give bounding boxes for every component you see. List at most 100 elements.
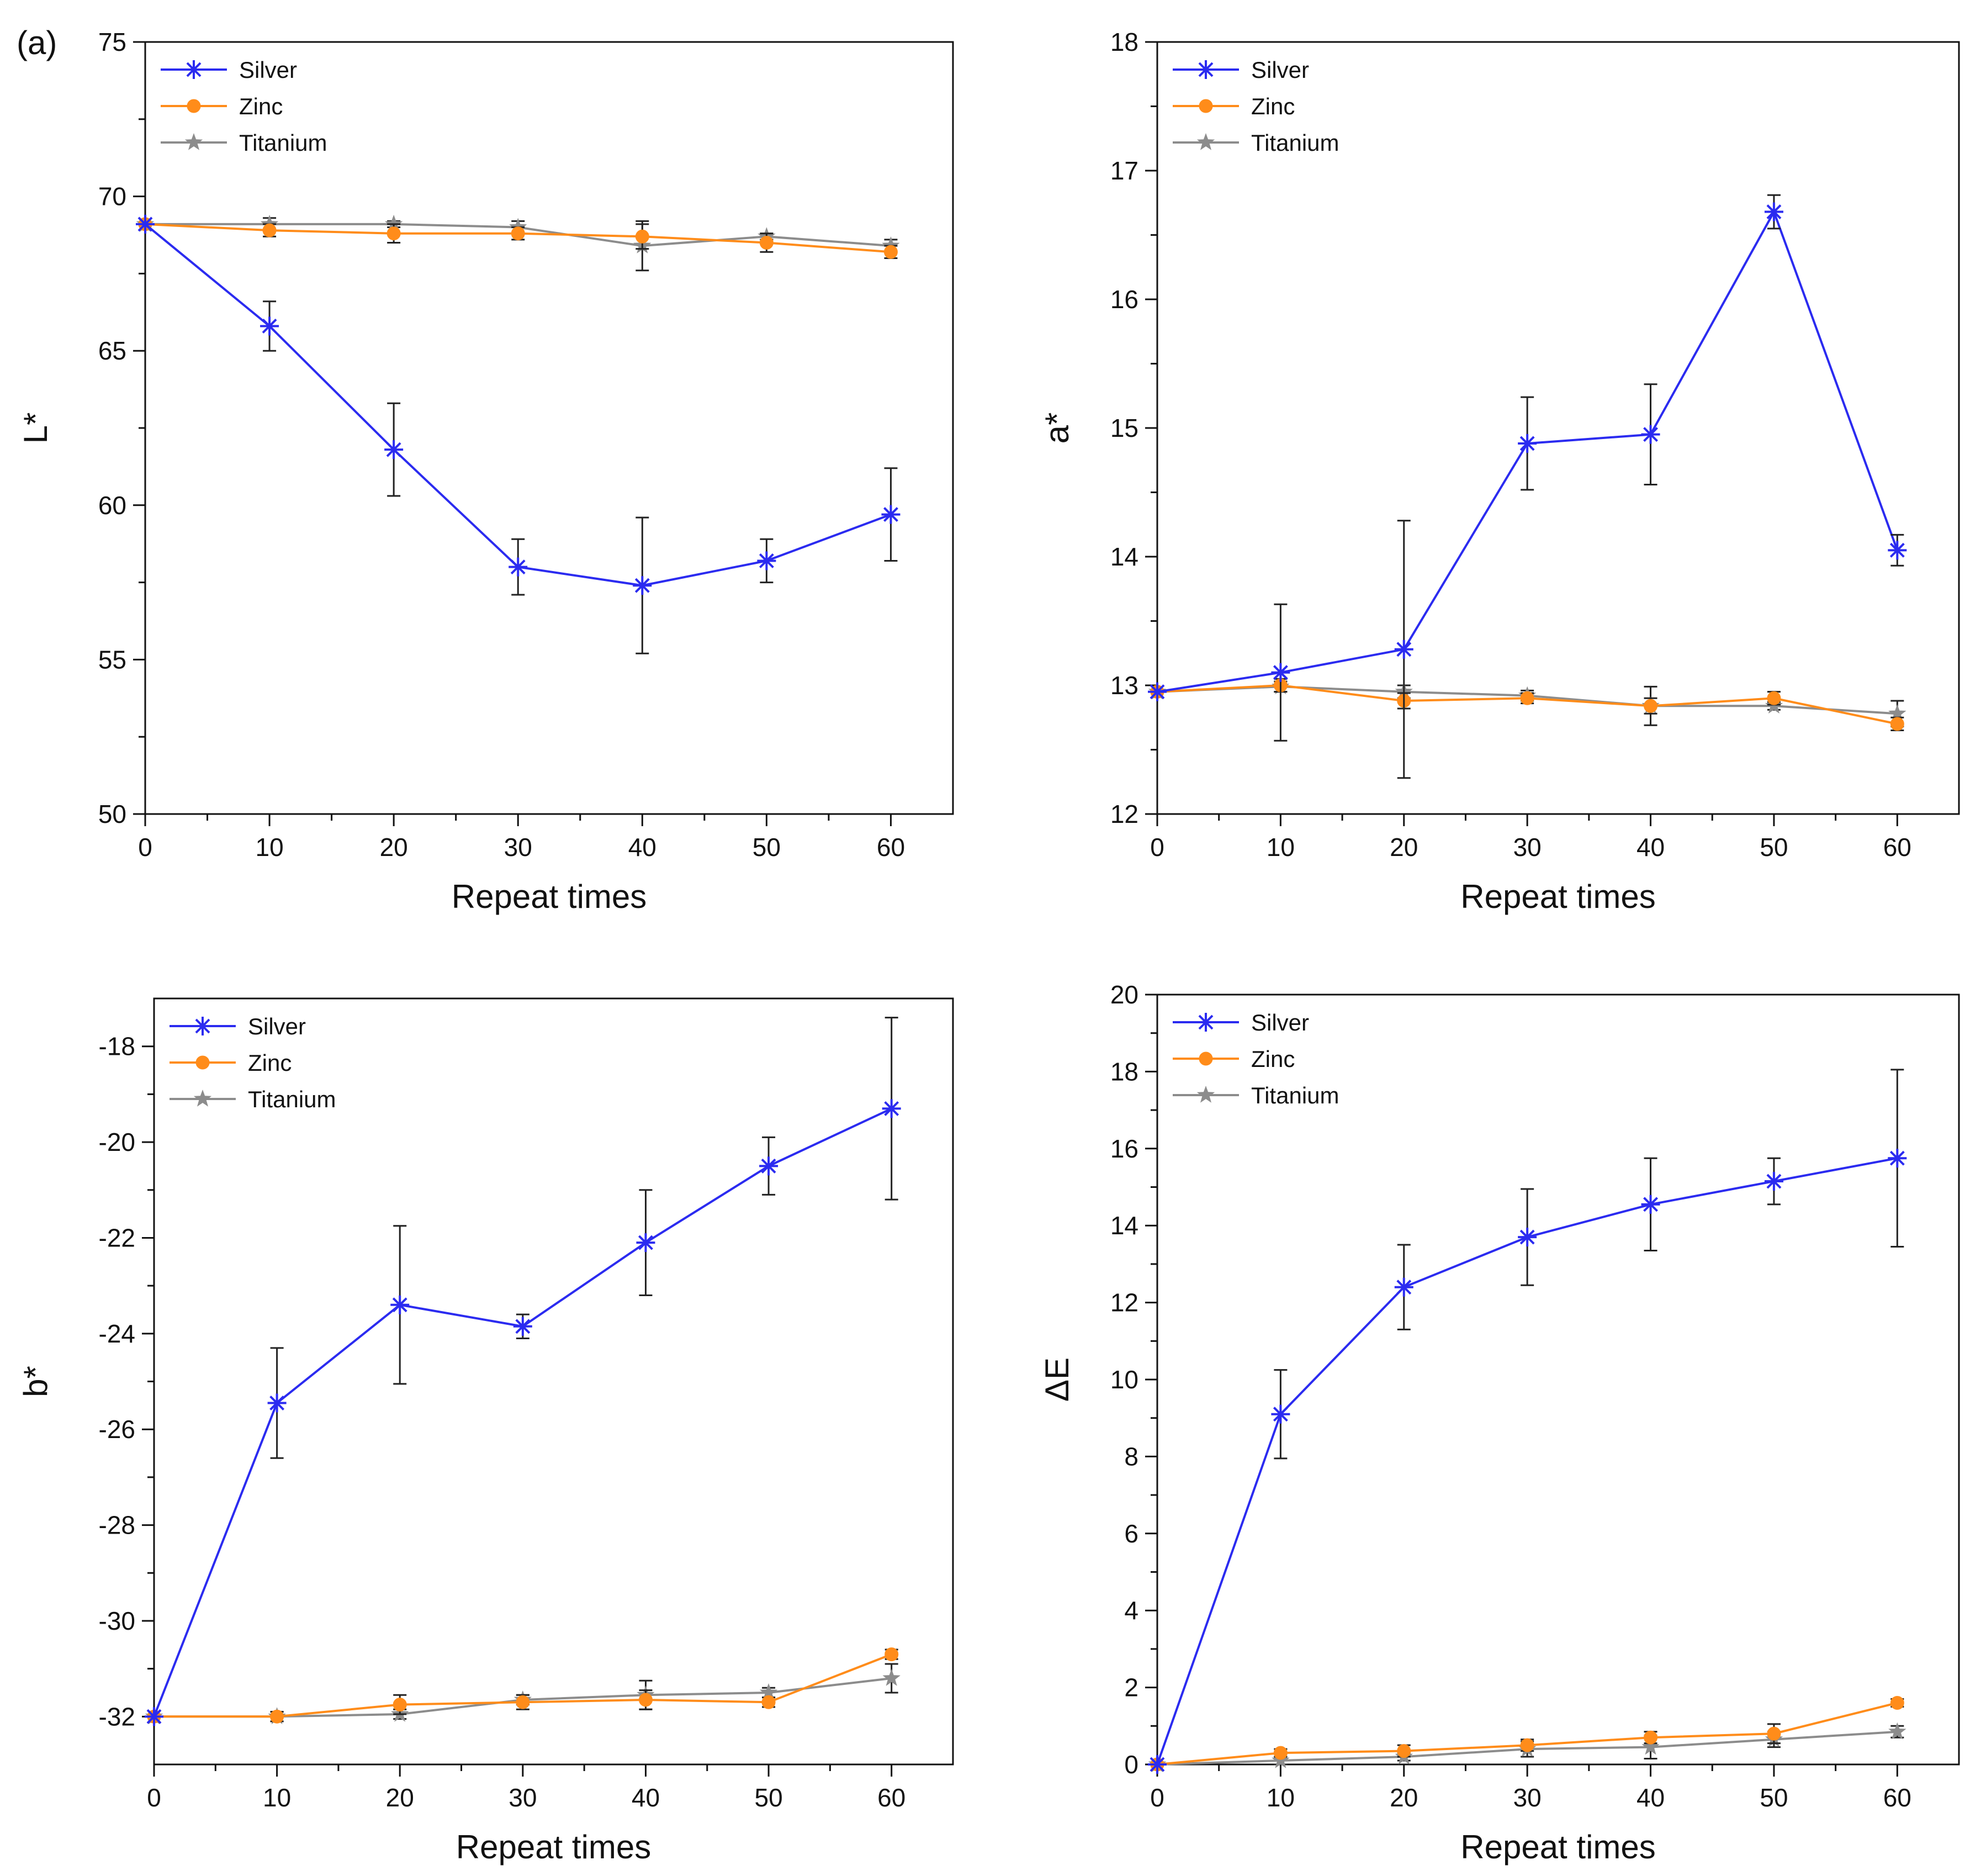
legend-marker [184,60,203,79]
data-point [1641,425,1660,444]
chart-delta-e: 0 10 20 30 40 50 60 0 2 4 6 8 10 12 14 16 18 20 Repeat tim… [1039,980,1960,1866]
y-tick-label: 13 [1110,671,1138,700]
data-point [386,226,401,241]
data-point [761,1695,776,1709]
legend-label: Silver [239,57,297,83]
x-tick-label: 40 [628,833,656,862]
y-tick-label: -30 [99,1607,135,1635]
legend-label: Zinc [1251,1046,1295,1072]
data-point [1641,1195,1660,1214]
series-line [144,223,892,587]
series-zinc [1150,1695,1904,1772]
data-point [757,551,776,570]
y-tick-label: 16 [1110,1134,1138,1163]
y-tick-label: -28 [99,1511,135,1540]
data-point [1767,1726,1781,1741]
legend-marker [187,99,201,113]
x-tick-label: 40 [1637,1783,1665,1812]
legend-item-titanium: Titanium [1173,1082,1339,1108]
legend-item-titanium: Titanium [1173,130,1339,156]
y-tick-label: -22 [99,1223,135,1252]
x-tick-label: 20 [1390,833,1418,862]
data-point [881,505,901,524]
legend-label: Zinc [239,93,283,119]
legend: Silver Zinc Titanium [161,57,327,156]
legend-marker [1196,133,1215,150]
x-tick-label: 30 [509,1783,537,1812]
y-tick-label: 2 [1124,1673,1138,1702]
legend-item-zinc: Zinc [1173,93,1295,119]
data-point [638,1693,653,1707]
data-point [1518,1228,1537,1247]
y-tick-label: 70 [98,182,126,211]
data-point [882,1669,901,1686]
data-point [384,440,404,459]
data-point [633,576,652,595]
data-point [509,557,528,577]
legend-marker [193,1017,212,1035]
legend: Silver Zinc Titanium [1173,1010,1339,1108]
legend-item-zinc: Zinc [1173,1046,1295,1072]
x-tick-label: 10 [1267,833,1295,862]
data-point [262,223,277,237]
x-tick-label: 60 [1883,833,1911,862]
data-point [1644,1730,1658,1745]
series-titanium [136,214,900,272]
legend-label: Silver [1251,57,1309,83]
legend-item-silver: Silver [161,57,297,83]
legend-marker [184,133,203,150]
y-tick-label: 4 [1124,1596,1138,1625]
y-axis-label: b* [17,1366,54,1397]
y-tick-label: -24 [99,1319,135,1348]
data-point [260,316,279,336]
data-point [1890,1695,1904,1710]
data-point [385,214,403,232]
panel-label: (a) [17,24,57,61]
series-zinc [147,1647,899,1724]
y-tick-label: 55 [98,645,126,674]
y-tick-label: 20 [1110,980,1138,1009]
data-point [390,1295,410,1314]
y-tick-label: 6 [1124,1519,1138,1548]
chart-a-star: 0 10 20 30 40 50 60 12 13 14 15 16 17 18 Repeat times a… [1039,28,1960,915]
data-point [513,1317,532,1336]
x-tick-label: 50 [1760,833,1788,862]
data-point [267,1393,287,1413]
data-point [1767,691,1781,705]
y-tick-label: 12 [1110,1288,1138,1317]
y-tick-label: 15 [1110,414,1138,442]
legend: Silver Zinc Titanium [1173,57,1339,156]
data-point [636,1233,655,1253]
y-axis-label: ΔE [1039,1357,1076,1402]
x-tick-label: 20 [380,833,408,862]
data-point [1890,717,1904,731]
data-point [1271,1404,1290,1424]
data-point [885,1647,899,1662]
x-tick-label: 30 [1513,1783,1542,1812]
legend-label: Titanium [1251,130,1339,156]
x-tick-label: 0 [138,833,152,862]
legend-item-zinc: Zinc [170,1050,292,1076]
data-point [1271,663,1290,682]
data-point [759,235,774,250]
x-tick-label: 50 [1760,1783,1788,1812]
y-axis-label: L* [17,413,54,444]
data-point [1394,1277,1413,1297]
data-point [1764,1172,1783,1191]
legend-marker [1196,60,1215,79]
legend-label: Zinc [1251,93,1295,119]
data-point [1888,704,1906,721]
legend-item-silver: Silver [1173,1010,1309,1035]
data-point [145,1707,163,1726]
legend-item-titanium: Titanium [170,1086,336,1112]
y-tick-label: -32 [99,1702,135,1731]
data-point [759,1156,778,1176]
y-tick-label: -20 [99,1128,135,1156]
y-tick-label: 14 [1110,542,1138,571]
legend-label: Titanium [248,1086,336,1112]
legend-marker [1196,1086,1215,1103]
series-silver [136,214,901,654]
x-tick-label: 10 [263,1783,291,1812]
legend-item-titanium: Titanium [161,130,327,156]
